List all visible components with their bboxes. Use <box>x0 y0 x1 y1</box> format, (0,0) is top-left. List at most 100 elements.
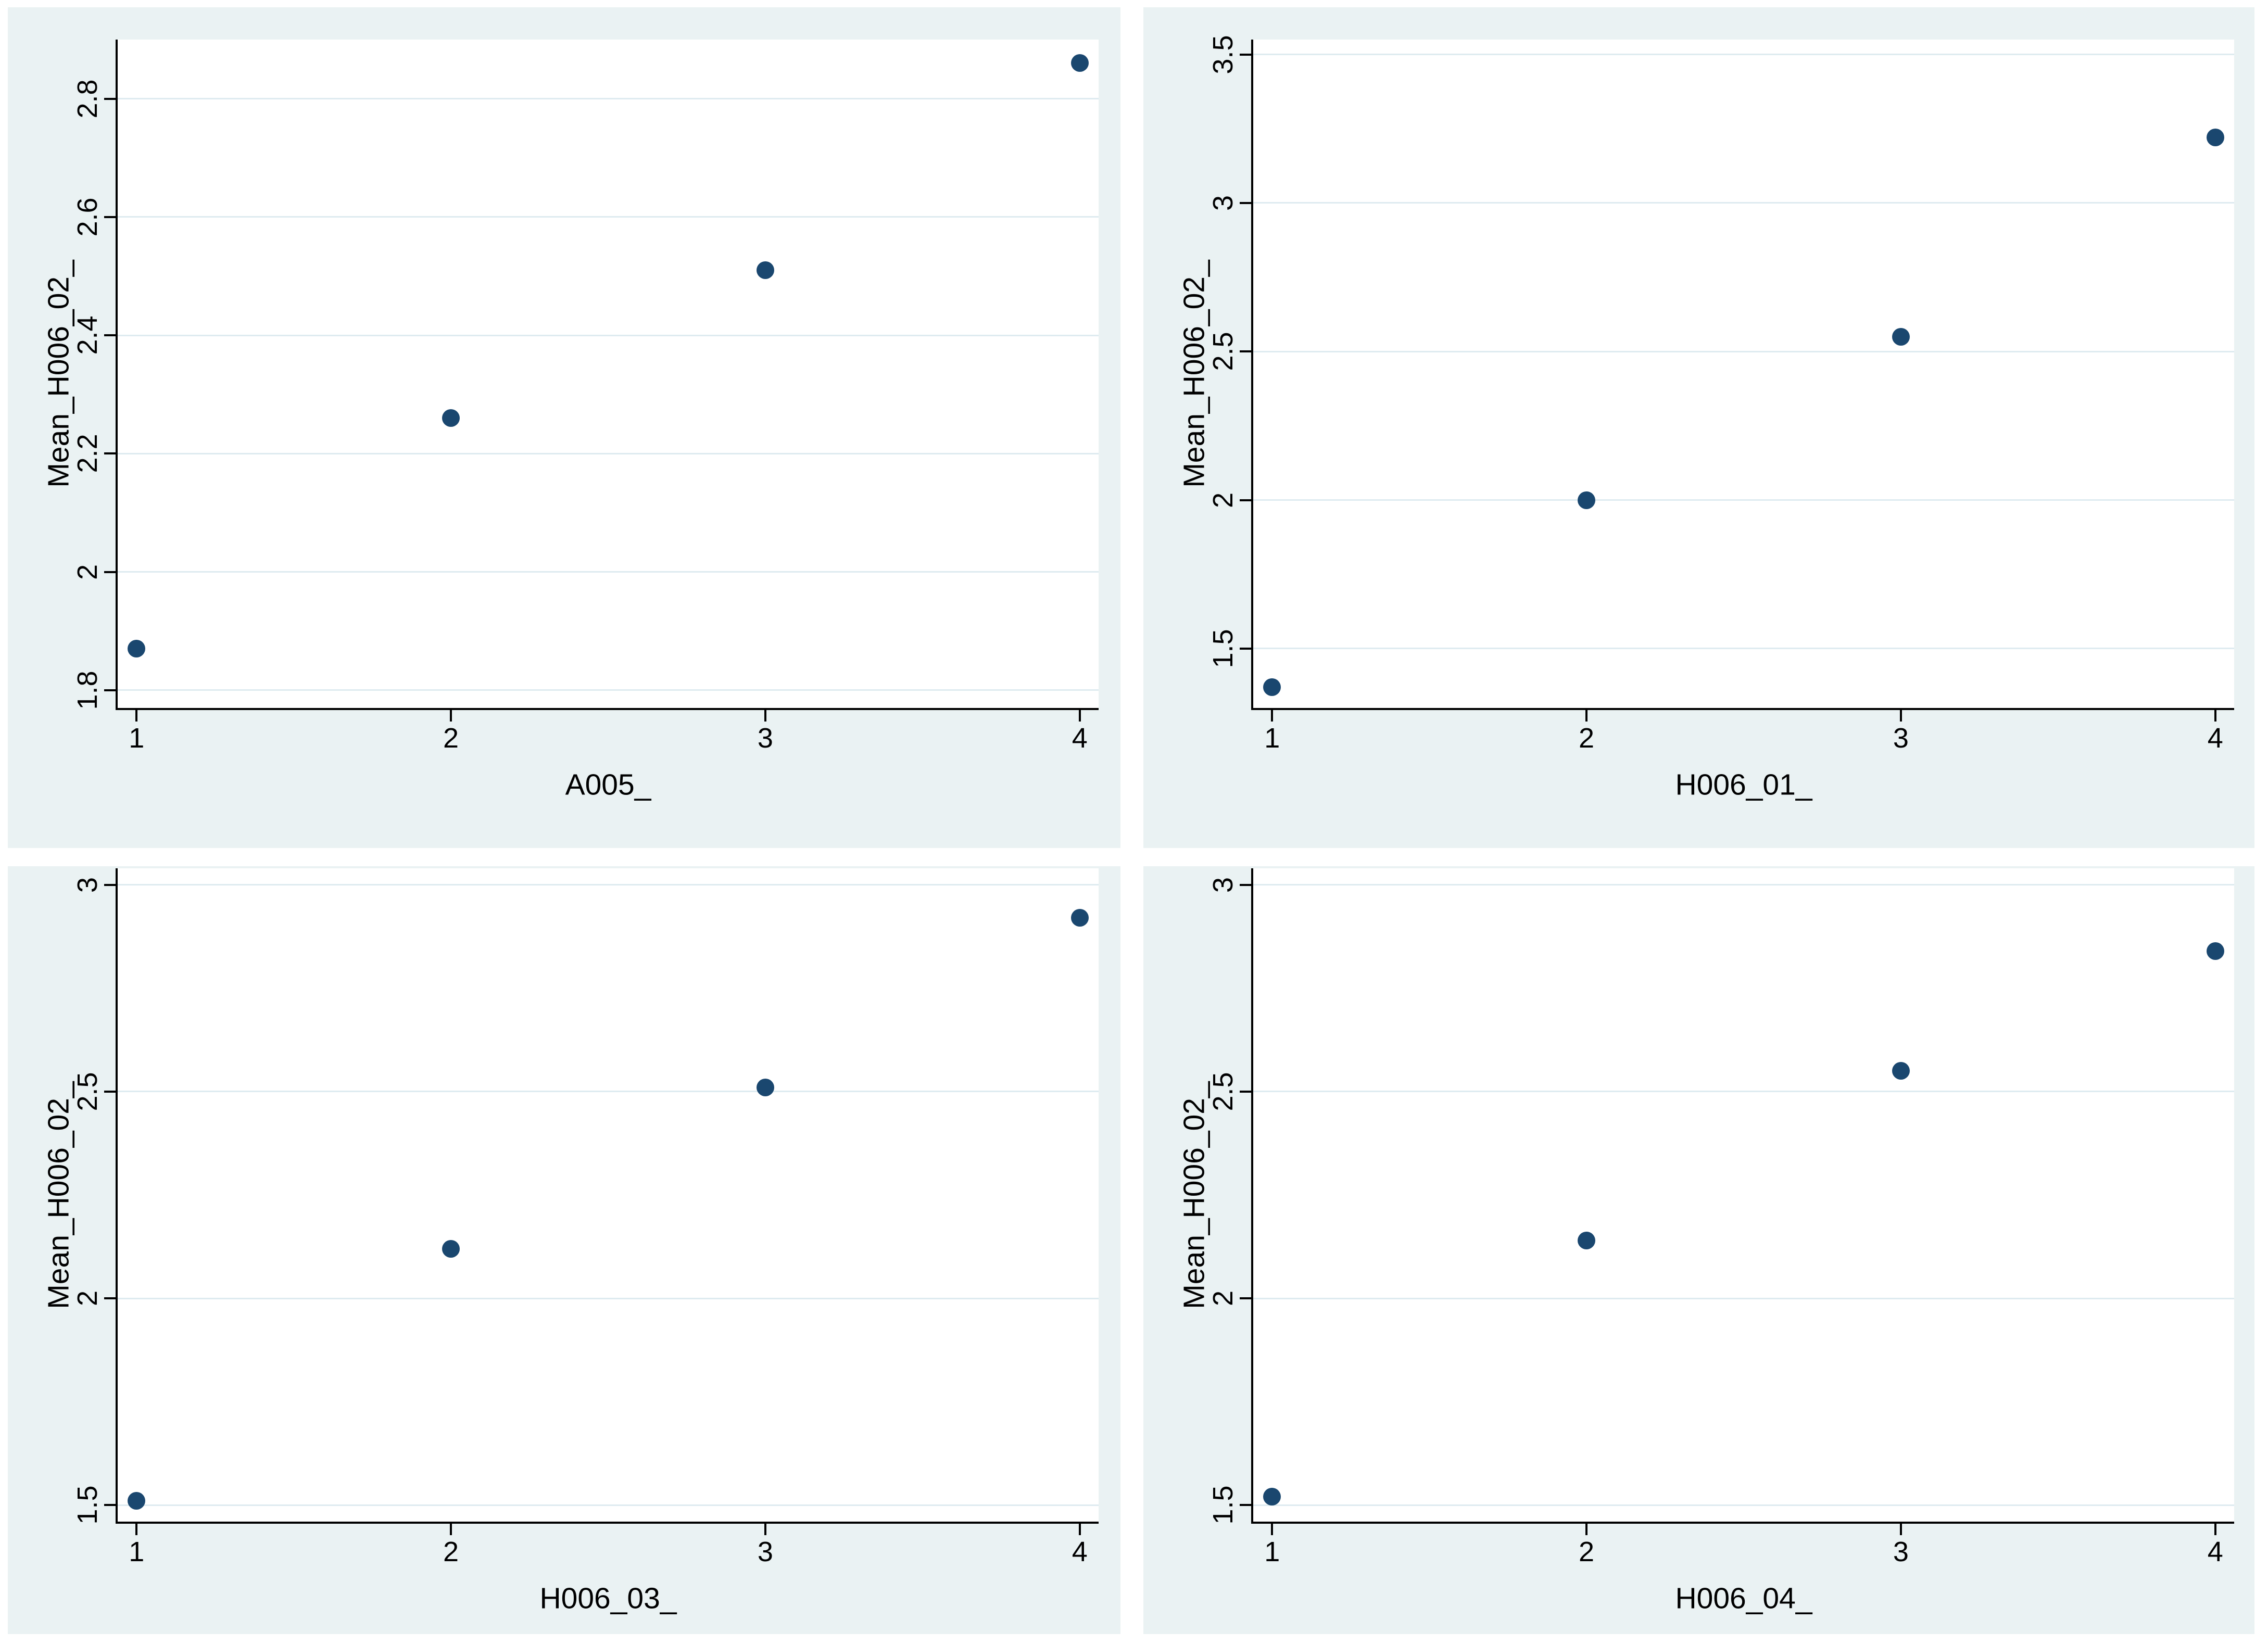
y-tick-mark <box>104 334 116 337</box>
y-tick-mark <box>1240 1504 1251 1507</box>
plot-area: 1.8 2 2.2 2.4 2.6 2.8 1 2 3 4 <box>72 40 1099 752</box>
y-tick-mark <box>1240 883 1251 886</box>
data-point <box>128 1492 146 1510</box>
y-tick-label: 2.2 <box>72 434 103 473</box>
y-tick-mark <box>104 452 116 455</box>
x-tick-mark <box>1585 1524 1588 1535</box>
x-axis-title: H006_04_ <box>1675 1581 1812 1615</box>
y-tick-label: 3.5 <box>1207 34 1239 74</box>
x-tick-label: 2 <box>1579 1536 1595 1567</box>
y-gridline <box>118 689 1099 691</box>
y-gridline <box>118 884 1099 886</box>
x-axis-line <box>1251 708 2234 710</box>
y-tick-mark <box>104 1297 116 1300</box>
y-gridline <box>118 216 1099 218</box>
y-tick-mark <box>1240 53 1251 56</box>
data-point <box>1070 909 1089 927</box>
y-tick-label: 2 <box>72 564 103 580</box>
y-gridline <box>1253 1297 2234 1299</box>
y-gridline <box>118 452 1099 454</box>
x-tick-mark <box>1271 1524 1274 1535</box>
x-tick-mark <box>1585 710 1588 722</box>
x-tick-label: 4 <box>1072 723 1088 754</box>
panel-h006-04: Mean_H006_02_ 1.5 2 2.5 3 1 2 3 4 H006_04_ <box>1143 866 2254 1634</box>
x-tick-mark <box>1078 1524 1081 1535</box>
x-tick-mark <box>1271 710 1274 722</box>
x-tick-mark <box>135 1524 138 1535</box>
panel-h006-03: Mean_H006_02_ 1.5 2 2.5 3 1 2 3 4 H006_03_ <box>8 866 1120 1634</box>
y-tick-mark <box>1240 1090 1251 1093</box>
y-gridline <box>118 571 1099 573</box>
data-point <box>1578 1231 1596 1249</box>
y-tick-label: 2 <box>1207 1290 1239 1307</box>
y-gridline <box>1253 1091 2234 1093</box>
y-gridline <box>1253 884 2234 886</box>
x-tick-label: 2 <box>443 1536 459 1567</box>
figure-grid: Mean_H006_02_ 1.8 2 2.2 2.4 2.6 2.8 1 2 3 4 A005_… <box>8 7 2254 1634</box>
y-gridline <box>118 98 1099 100</box>
y-gridline <box>118 1297 1099 1299</box>
x-tick-label: 4 <box>1072 1536 1088 1567</box>
y-tick-label: 2.8 <box>72 79 103 119</box>
x-tick-mark <box>450 710 452 722</box>
y-axis-line <box>1251 868 1253 1522</box>
y-tick-mark <box>104 883 116 886</box>
y-tick-mark <box>104 571 116 573</box>
x-tick-label: 4 <box>2207 723 2223 754</box>
x-tick-mark <box>450 1524 452 1535</box>
y-tick-label: 2.5 <box>1207 1072 1239 1111</box>
y-tick-mark <box>1240 647 1251 650</box>
panel-a005: Mean_H006_02_ 1.8 2 2.2 2.4 2.6 2.8 1 2 3 4 A005_ <box>8 7 1120 848</box>
data-point <box>1892 327 1910 346</box>
y-tick-mark <box>1240 201 1251 204</box>
y-tick-mark <box>104 216 116 218</box>
x-axis-line <box>1251 1522 2234 1524</box>
y-tick-mark <box>1240 499 1251 501</box>
x-tick-mark <box>1899 1524 1902 1535</box>
y-gridline <box>118 334 1099 336</box>
x-tick-label: 4 <box>2207 1536 2223 1567</box>
data-point <box>1892 1062 1910 1080</box>
data-point <box>1070 54 1089 72</box>
data-point <box>1263 1488 1281 1506</box>
y-tick-label: 2.4 <box>72 315 103 355</box>
data-point <box>2206 942 2224 960</box>
y-axis-title: Mean_H006_02_ <box>1177 1081 1211 1309</box>
x-tick-label: 3 <box>1893 723 1909 754</box>
x-tick-label: 1 <box>1264 1536 1280 1567</box>
y-axis-title: Mean_H006_02_ <box>42 1081 75 1309</box>
y-gridline <box>1253 648 2234 650</box>
y-gridline <box>1253 499 2234 501</box>
data-point <box>1263 678 1281 697</box>
x-axis-title: H006_01_ <box>1675 768 1812 802</box>
y-tick-label: 3 <box>1207 877 1239 893</box>
x-tick-label: 2 <box>1579 723 1595 754</box>
y-tick-label: 1.5 <box>1207 1485 1239 1525</box>
y-tick-label: 2.5 <box>1207 332 1239 371</box>
x-tick-mark <box>764 1524 766 1535</box>
y-tick-mark <box>1240 350 1251 353</box>
data-point <box>756 1078 774 1096</box>
x-tick-label: 3 <box>1893 1536 1909 1567</box>
y-tick-mark <box>104 689 116 691</box>
y-tick-label: 3 <box>1207 195 1239 211</box>
y-axis-line <box>1251 40 1253 708</box>
y-tick-label: 2.5 <box>72 1072 103 1111</box>
plot-area: 1.5 2 2.5 3 1 2 3 4 <box>1207 868 2234 1566</box>
y-axis-line <box>116 868 118 1522</box>
x-tick-mark <box>2214 1524 2216 1535</box>
x-tick-mark <box>135 710 138 722</box>
x-tick-mark <box>2214 710 2216 722</box>
data-point <box>442 409 460 427</box>
y-tick-mark <box>1240 1297 1251 1300</box>
data-point <box>756 261 774 280</box>
y-tick-label: 2 <box>72 1290 103 1307</box>
x-tick-label: 3 <box>757 1536 773 1567</box>
x-tick-mark <box>764 710 766 722</box>
x-axis-line <box>116 708 1099 710</box>
panel-h006-01: Mean_H006_02_ 1.5 2 2.5 3 3.5 1 2 3 4 H006_01_ <box>1143 7 2254 848</box>
x-tick-label: 1 <box>129 723 145 754</box>
x-axis-title: A005_ <box>565 768 651 802</box>
y-gridline <box>118 1091 1099 1093</box>
y-gridline <box>1253 54 2234 56</box>
